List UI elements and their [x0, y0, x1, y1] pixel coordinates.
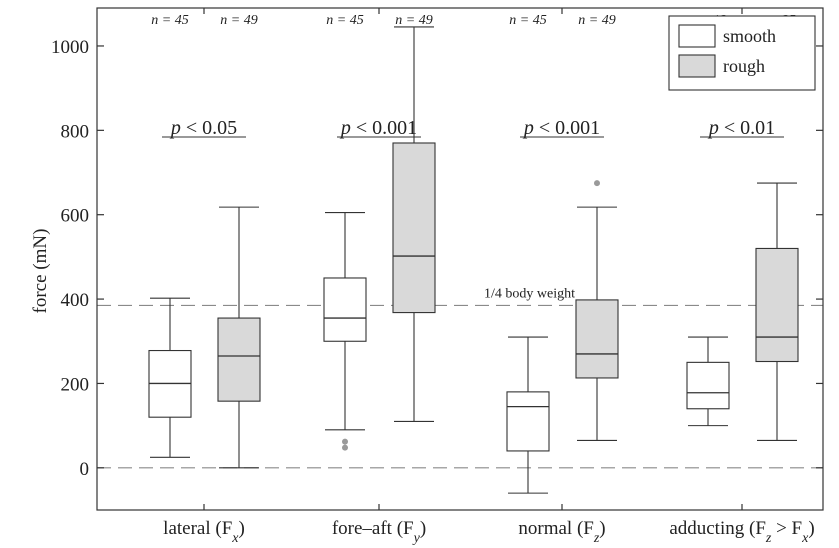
- category-label-subscript: y: [412, 531, 421, 546]
- y-tick-label: 800: [61, 121, 90, 142]
- p-value-label: p < 0.05: [169, 117, 237, 139]
- p-value-label: p < 0.001: [339, 117, 417, 139]
- y-tick-label: 0: [80, 459, 90, 480]
- p-value-text: < 0.01: [719, 117, 775, 139]
- category-label-subscript: x: [801, 531, 809, 546]
- box-smooth: [686, 361, 730, 410]
- legend-swatch-rough: [678, 54, 716, 78]
- category-label: fore–aft (Fy): [332, 518, 426, 546]
- n-label: n = 45: [151, 13, 188, 28]
- box-smooth: [506, 391, 550, 452]
- y-axis-label: force (mN): [30, 229, 51, 314]
- category-label-tail: ): [239, 518, 245, 539]
- legend-label-rough: rough: [723, 56, 765, 76]
- p-value-symbol: p: [339, 117, 351, 139]
- n-label: n = 45: [326, 13, 363, 28]
- box-rough: [217, 317, 261, 402]
- y-tick-label: 1000: [51, 37, 89, 58]
- legend-label-smooth: smooth: [723, 26, 776, 46]
- reference-lines: [97, 304, 823, 469]
- category-label-tail: ): [420, 518, 426, 539]
- p-value-symbol: p: [169, 117, 181, 139]
- plot-frame: [96, 7, 824, 511]
- category-label-text: lateral (F: [163, 518, 232, 539]
- category-label-text: fore–aft (F: [332, 518, 414, 539]
- y-tick-label: 600: [61, 206, 90, 227]
- reference-line-label: 1/4 body weight: [484, 286, 575, 301]
- p-value-text: < 0.001: [534, 117, 600, 139]
- n-label: n = 49: [578, 13, 615, 28]
- category-label: adducting (Fz > Fx): [669, 518, 814, 546]
- category-label-text: normal (F: [518, 518, 593, 539]
- outlier-point: [594, 180, 600, 187]
- category-label: normal (Fz): [518, 518, 605, 546]
- box-rough: [575, 299, 619, 379]
- axes: 0 200 400 600 800 1000 force (mN): [30, 7, 824, 511]
- y-tick-label: 400: [61, 290, 90, 311]
- category-label-subscript: x: [231, 531, 239, 546]
- p-value-symbol: p: [522, 117, 534, 139]
- box-smooth: [323, 277, 367, 342]
- category-label-tail: > F: [771, 518, 802, 539]
- p-value-text: < 0.001: [351, 117, 417, 139]
- category-label-tail: ): [599, 518, 605, 539]
- p-value-symbol: p: [707, 117, 719, 139]
- category-label: lateral (Fx): [163, 518, 245, 546]
- box-rough: [755, 247, 799, 363]
- category-label-subscript: z: [765, 531, 772, 546]
- p-value-label: p < 0.001: [522, 117, 600, 139]
- outlier-point: [342, 444, 348, 451]
- n-label: n = 49: [220, 13, 257, 28]
- legend-swatch-smooth: [678, 24, 716, 48]
- n-label: n = 49: [395, 13, 432, 28]
- boxes: [148, 26, 799, 494]
- category-label-subscript: z: [593, 531, 600, 546]
- p-value-text: < 0.05: [181, 117, 237, 139]
- category-label-text: adducting (F: [669, 518, 766, 539]
- n-label: n = 45: [509, 13, 546, 28]
- legend: smooth rough: [668, 15, 816, 91]
- p-value-label: p < 0.01: [707, 117, 775, 139]
- outlier-point: [342, 438, 348, 445]
- category-label-tail: ): [808, 518, 814, 539]
- box-rough: [392, 142, 436, 314]
- y-tick-label: 200: [61, 374, 90, 395]
